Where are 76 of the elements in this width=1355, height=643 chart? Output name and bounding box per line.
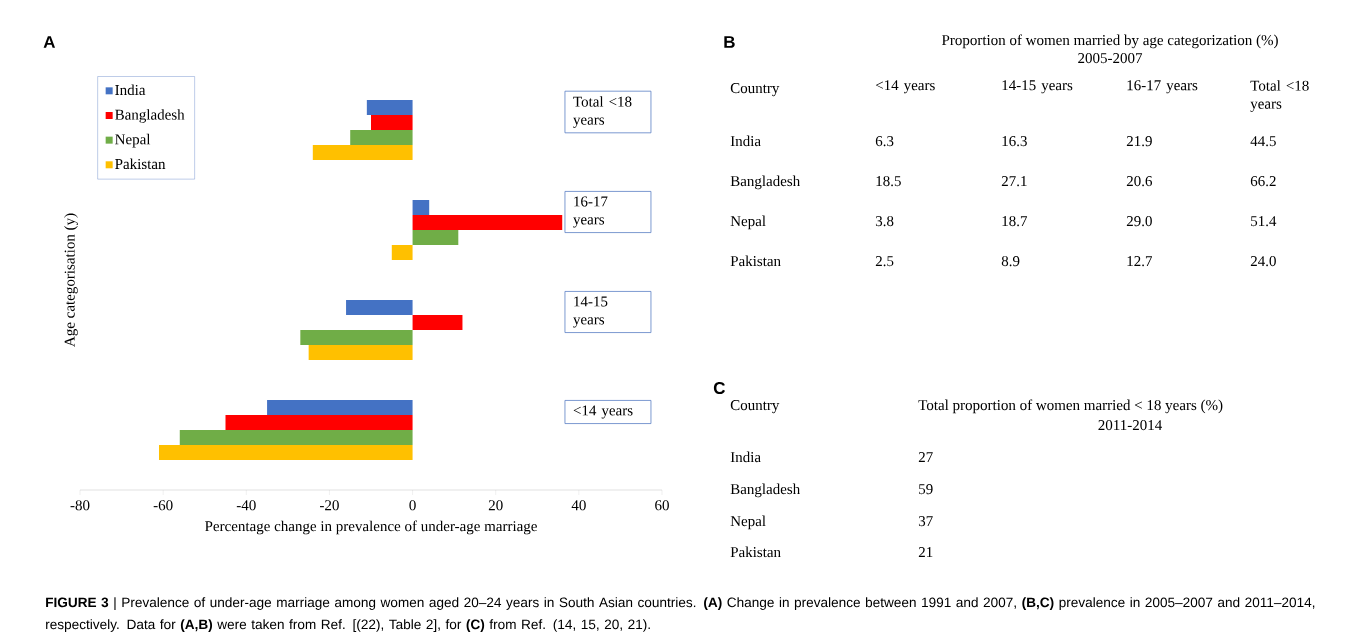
bar: [267, 400, 413, 415]
category-label: Pakistan: [730, 255, 781, 267]
bar: [312, 145, 413, 160]
text: 18.5: [876, 176, 901, 187]
text: 20.6: [1126, 176, 1153, 187]
text: 21.9: [1126, 136, 1152, 147]
bar: [412, 315, 463, 330]
text: 29.0: [1126, 216, 1152, 227]
text: 37: [918, 516, 933, 527]
category-label: Total <18 years: [1250, 80, 1309, 112]
text: 18.7: [1002, 216, 1028, 227]
category-label: Bangladesh: [730, 483, 800, 498]
text: Proportion of women married by age categorization (%): [941, 34, 1278, 49]
bar: [371, 115, 413, 130]
y-tick-label: <14 years: [573, 405, 633, 419]
text: 8.9: [1001, 256, 1020, 267]
category-label: 14-15 years: [1002, 80, 1073, 94]
x-tick-label: -80: [70, 500, 90, 511]
x-tick-label: 20: [488, 500, 503, 511]
bar: [300, 330, 413, 345]
category-label: <14 years: [875, 80, 935, 94]
x-tick-label: -60: [153, 500, 173, 511]
text: Total proportion of women married < 18 years (%): [918, 399, 1223, 414]
text: 6.3: [875, 136, 894, 147]
legend-label: Bangladesh: [115, 109, 185, 123]
y-tick-label: Total <18 years: [573, 96, 632, 128]
x-tick-label: -20: [319, 500, 339, 511]
text: 24.0: [1250, 256, 1276, 267]
text: 2011-2014: [1098, 420, 1162, 431]
x-tick-label: 60: [655, 500, 669, 511]
text: C: [713, 381, 726, 395]
x-axis-title: Percentage change in prevalence of under-age marriage: [205, 520, 537, 535]
text: 27: [918, 452, 933, 462]
legend-label: India: [115, 84, 146, 96]
bar: [366, 100, 413, 115]
text: 21: [918, 547, 933, 557]
bar: [308, 345, 413, 360]
text: 44.5: [1250, 136, 1276, 147]
legend-label: Nepal: [115, 133, 151, 148]
bar: [179, 430, 413, 445]
category-label: Pakistan: [730, 546, 781, 558]
text: Country: [730, 400, 780, 414]
x-tick-label: 0: [409, 500, 416, 511]
bar: [412, 200, 430, 215]
category-label: Bangladesh: [730, 175, 800, 190]
text: 2005-2007: [1078, 53, 1143, 64]
text: 2.5: [875, 256, 894, 267]
bar: [350, 130, 413, 145]
x-tick-label: 40: [571, 500, 586, 511]
text: 16.3: [1002, 136, 1027, 147]
text: 27.1: [1001, 176, 1027, 187]
bar: [412, 230, 459, 245]
category-label: India: [730, 451, 761, 463]
y-tick-label: 14-15 years: [573, 296, 608, 328]
text: Country: [730, 83, 780, 97]
x-tick-label: -40: [236, 500, 256, 511]
category-label: 16-17 years: [1127, 80, 1198, 94]
text: 59: [919, 484, 933, 495]
text: A: [43, 36, 56, 48]
category-label: India: [730, 135, 761, 147]
bar: [412, 215, 563, 230]
y-tick-label: 16-17 years: [573, 196, 608, 228]
legend-label: Pakistan: [115, 158, 166, 170]
bar: [158, 445, 413, 460]
text: B: [724, 36, 735, 48]
category-label: Nepal: [730, 515, 766, 530]
category-label: Nepal: [730, 215, 766, 230]
text: FIGURE 3 | Prevalence of under-age marriage among women aged 20–24 years in South Asian countries. (A) Change in prevalence between 1991 and 2007, (B,C) prevalence in 2005–2007 and 2011–2014, respectively. Data for (A,B) were taken from Ref. [(22), Table 2], for (C) from Ref. (14, 15, 20, 21).: [46, 597, 1315, 632]
text: 12.7: [1127, 256, 1153, 267]
y-axis-title: Age categorisation (y): [64, 213, 78, 347]
bar: [225, 415, 413, 430]
text: 66.2: [1250, 176, 1276, 187]
text: 3.8: [875, 216, 894, 227]
bar: [391, 245, 413, 260]
bar: [346, 300, 413, 315]
text: 51.4: [1251, 216, 1277, 227]
